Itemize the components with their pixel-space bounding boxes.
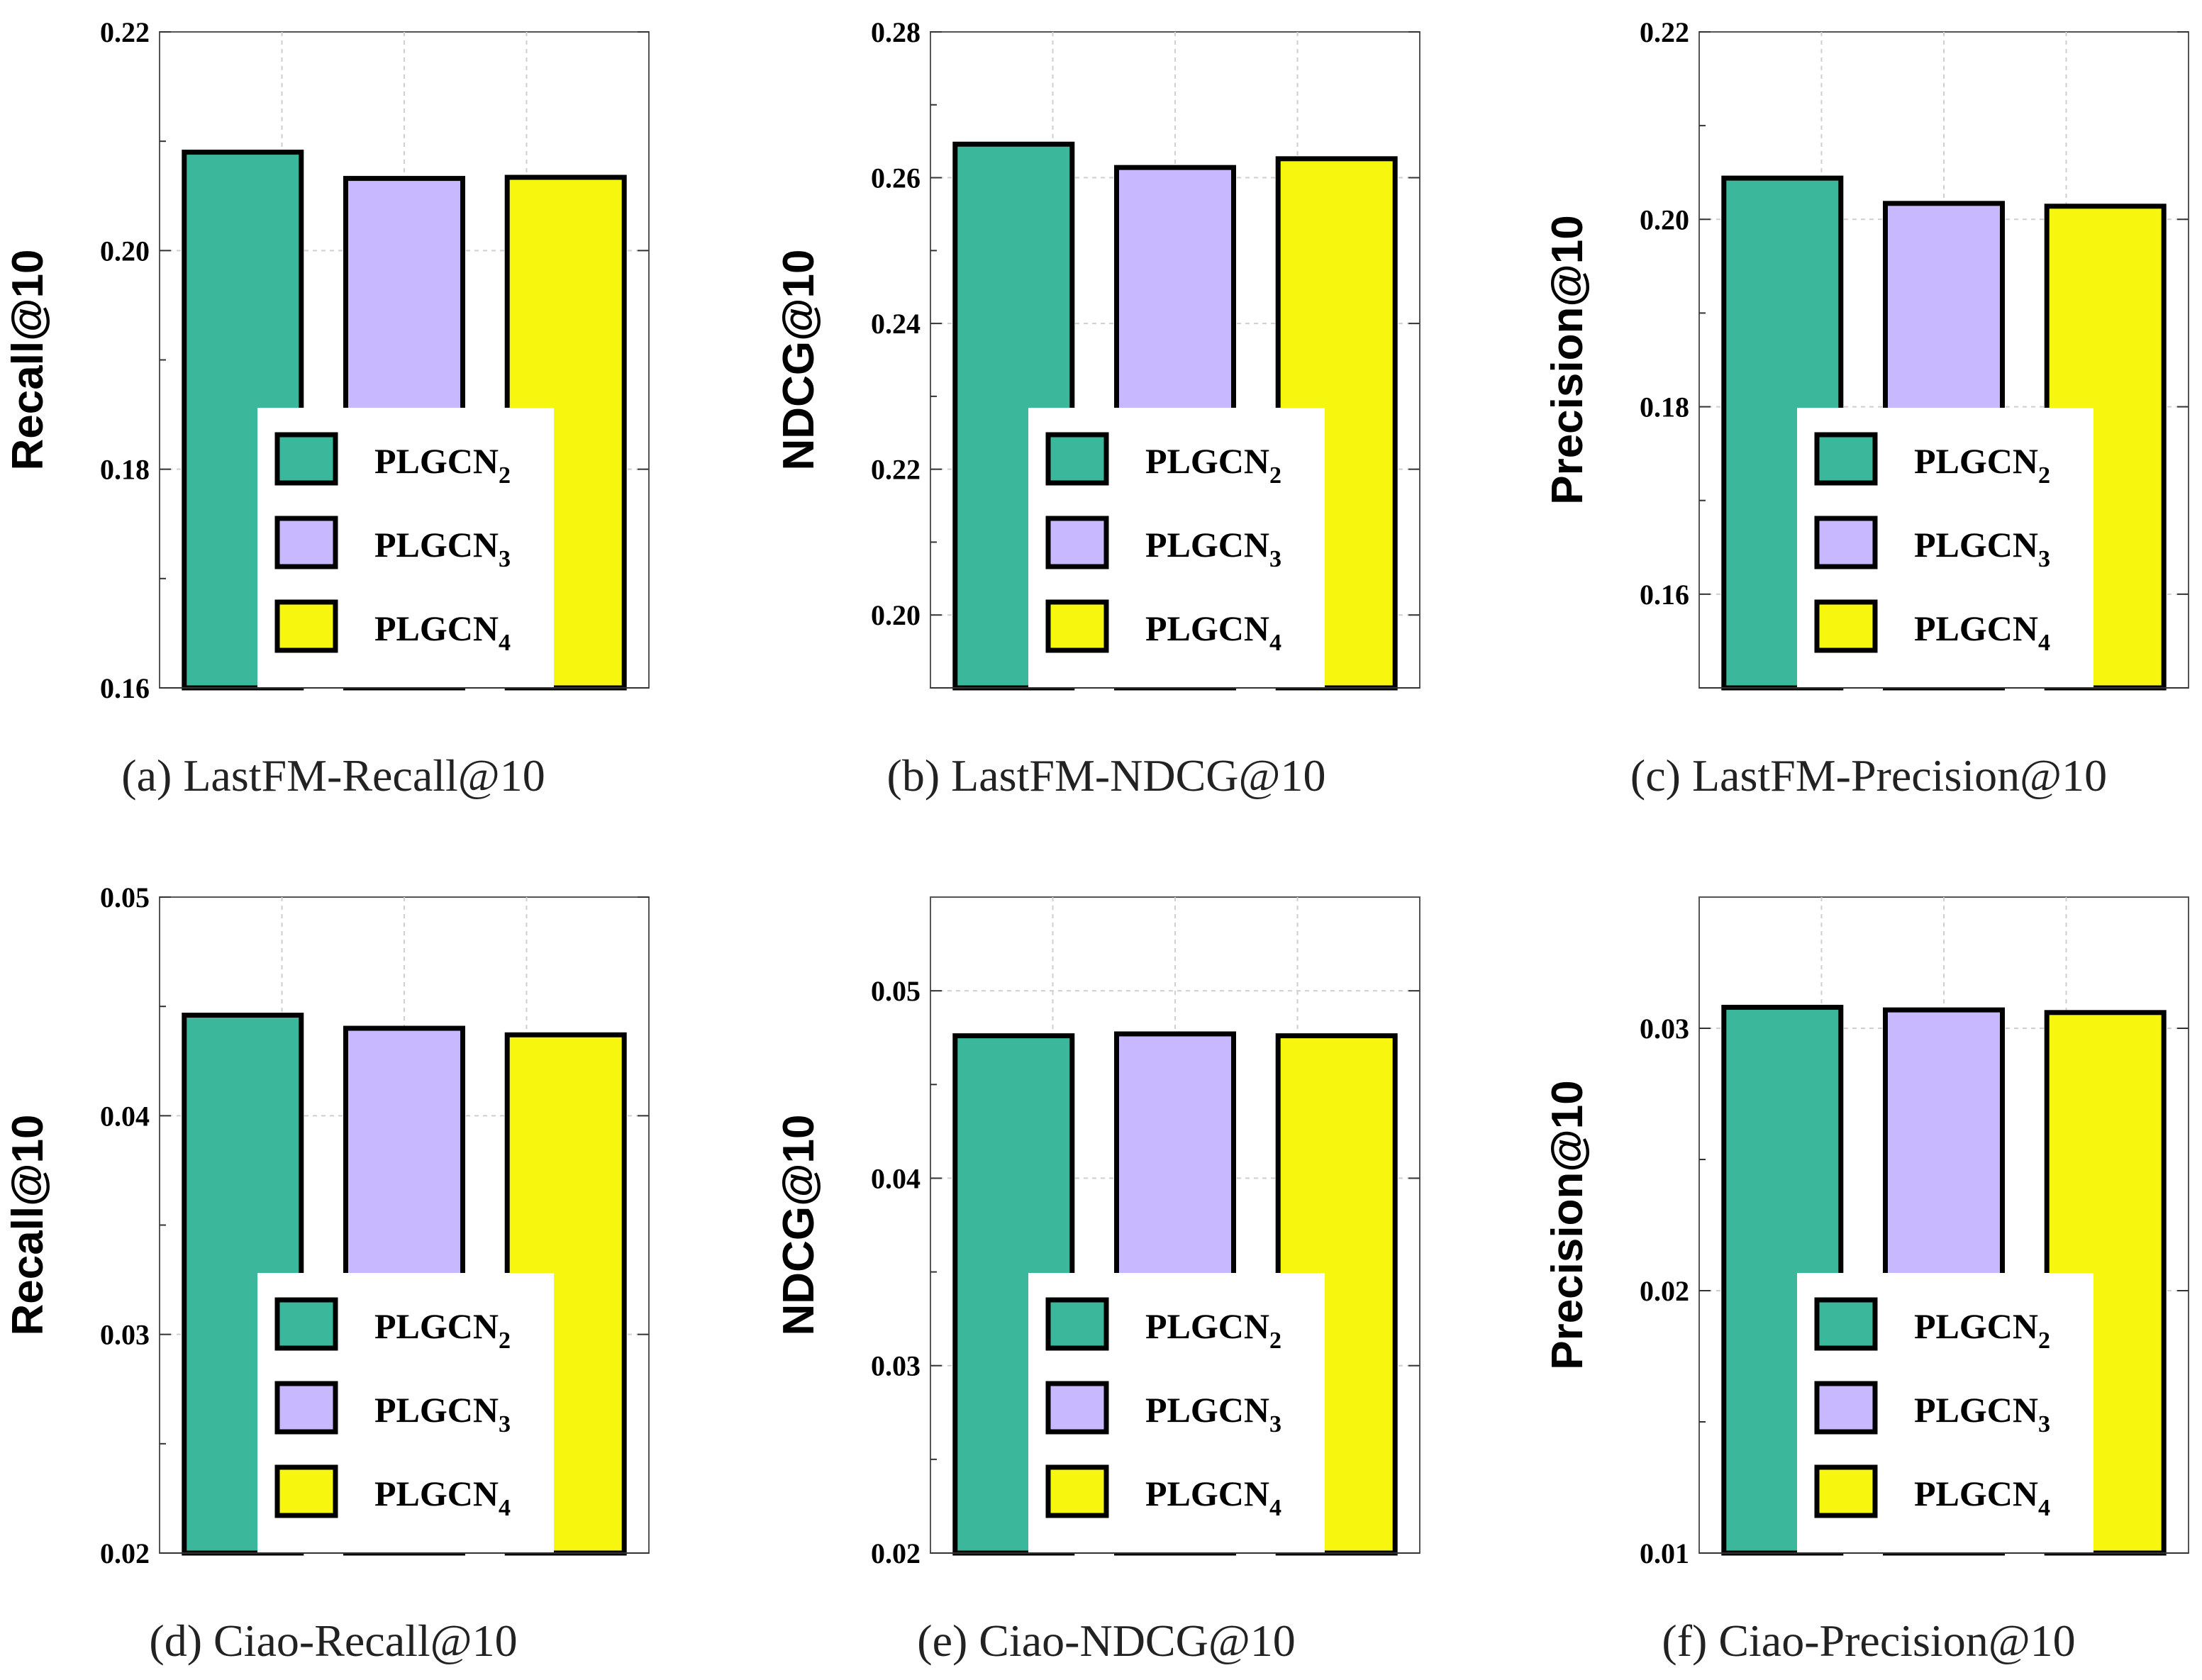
legend-swatch-plgcn2 xyxy=(1814,432,1878,486)
y-tick-label: 0.22 xyxy=(100,16,150,48)
y-axis-title: Recall@10 xyxy=(4,249,52,470)
y-tick-label: 0.03 xyxy=(1640,1013,1689,1045)
legend-swatch-plgcn2 xyxy=(274,432,338,486)
panel-caption: (c) LastFM-Precision@10 xyxy=(1630,750,2107,801)
y-tick-label: 0.01 xyxy=(1640,1537,1689,1569)
y-axis-title: Precision@10 xyxy=(1543,1080,1592,1370)
chart-panel-5: 0.02 0.03 0.04 0.05 PLGCN2 PLGCN3 PLGCN4 NDCG@1… xyxy=(774,896,1420,1666)
y-tick-label: 0.16 xyxy=(1640,579,1689,611)
legend-label-plgcn2: PLGCN2 xyxy=(1914,441,2050,489)
legend-label-plgcn4: PLGCN4 xyxy=(374,608,511,656)
panel-caption: (b) LastFM-NDCG@10 xyxy=(887,750,1326,801)
legend-label-plgcn3: PLGCN3 xyxy=(1914,1390,2050,1437)
y-axis-title: NDCG@10 xyxy=(774,250,823,471)
y-tick-label: 0.04 xyxy=(100,1100,150,1132)
chart-panel-1: 0.16 0.18 0.20 0.22 PLGCN2 PLGCN3 PLGCN4 Recall… xyxy=(4,16,650,801)
chart-panel-2: 0.20 0.22 0.24 0.26 0.28 PLGCN2 PLGCN3 PLGCN4 ND… xyxy=(774,16,1420,801)
legend-swatch-plgcn3 xyxy=(1814,516,1878,569)
panel-caption: (e) Ciao-NDCG@10 xyxy=(917,1615,1296,1666)
legend-label-plgcn4: PLGCN4 xyxy=(1914,608,2050,656)
legend-label-plgcn2: PLGCN2 xyxy=(374,1306,511,1354)
y-tick-label: 0.22 xyxy=(1640,16,1689,48)
legend-label-plgcn4: PLGCN4 xyxy=(1145,1474,1281,1521)
chart-panel-3: 0.16 0.18 0.20 0.22 PLGCN2 PLGCN3 PLGCN4 Precis… xyxy=(1543,16,2189,801)
chart-panel-6: 0.01 0.02 0.03 PLGCN2 PLGCN3 PLGCN4 Precision@… xyxy=(1543,896,2189,1666)
legend-label-plgcn4: PLGCN4 xyxy=(374,1474,511,1521)
y-tick-label: 0.05 xyxy=(100,881,150,913)
y-tick-label: 0.18 xyxy=(100,454,150,486)
y-tick-label: 0.22 xyxy=(871,454,921,486)
legend-swatch-plgcn4 xyxy=(1045,599,1109,653)
legend-label-plgcn4: PLGCN4 xyxy=(1914,1474,2050,1521)
legend-label-plgcn2: PLGCN2 xyxy=(1145,441,1281,489)
y-tick-label: 0.20 xyxy=(100,235,150,267)
y-tick-label: 0.05 xyxy=(871,975,921,1007)
y-tick-label: 0.02 xyxy=(871,1537,921,1569)
y-axis-title: Recall@10 xyxy=(4,1114,52,1335)
legend-swatch-plgcn3 xyxy=(274,516,338,569)
chart-panel-4: 0.02 0.03 0.04 0.05 PLGCN2 PLGCN3 PLGCN4 Recall… xyxy=(4,881,650,1666)
y-tick-label: 0.20 xyxy=(871,599,921,631)
panel-caption: (a) LastFM-Recall@10 xyxy=(121,750,545,801)
y-axis-title: Precision@10 xyxy=(1543,215,1592,505)
legend-swatch-plgcn3 xyxy=(1814,1381,1878,1435)
y-tick-label: 0.16 xyxy=(100,672,150,704)
legend-label-plgcn3: PLGCN3 xyxy=(1914,525,2050,572)
legend-label-plgcn2: PLGCN2 xyxy=(1145,1306,1281,1354)
legend-swatch-plgcn4 xyxy=(1814,1464,1878,1518)
legend-swatch-plgcn4 xyxy=(274,599,338,653)
y-tick-label: 0.26 xyxy=(871,162,921,194)
legend-label-plgcn3: PLGCN3 xyxy=(374,1390,511,1437)
y-tick-label: 0.02 xyxy=(1640,1275,1689,1307)
legend-swatch-plgcn2 xyxy=(1814,1297,1878,1351)
legend-label-plgcn2: PLGCN2 xyxy=(374,441,511,489)
y-tick-label: 0.02 xyxy=(100,1537,150,1569)
legend-swatch-plgcn4 xyxy=(1814,599,1878,653)
y-axis-title: NDCG@10 xyxy=(774,1115,823,1336)
y-tick-label: 0.24 xyxy=(871,308,921,340)
legend-swatch-plgcn3 xyxy=(1045,516,1109,569)
legend-label-plgcn3: PLGCN3 xyxy=(1145,525,1281,572)
legend-swatch-plgcn2 xyxy=(1045,432,1109,486)
legend-swatch-plgcn3 xyxy=(1045,1381,1109,1435)
legend-label-plgcn2: PLGCN2 xyxy=(1914,1306,2050,1354)
legend-swatch-plgcn4 xyxy=(274,1464,338,1518)
y-tick-label: 0.18 xyxy=(1640,391,1689,423)
legend-label-plgcn3: PLGCN3 xyxy=(374,525,511,572)
panel-caption: (d) Ciao-Recall@10 xyxy=(149,1615,517,1666)
y-tick-label: 0.28 xyxy=(871,16,921,48)
y-tick-label: 0.03 xyxy=(100,1319,150,1351)
legend-swatch-plgcn2 xyxy=(274,1297,338,1351)
y-tick-label: 0.03 xyxy=(871,1350,921,1382)
legend-label-plgcn3: PLGCN3 xyxy=(1145,1390,1281,1437)
y-tick-label: 0.20 xyxy=(1640,204,1689,235)
y-tick-label: 0.04 xyxy=(871,1162,921,1194)
legend-swatch-plgcn3 xyxy=(274,1381,338,1435)
legend-label-plgcn4: PLGCN4 xyxy=(1145,608,1281,656)
legend-swatch-plgcn4 xyxy=(1045,1464,1109,1518)
legend-swatch-plgcn2 xyxy=(1045,1297,1109,1351)
panel-caption: (f) Ciao-Precision@10 xyxy=(1662,1615,2075,1666)
